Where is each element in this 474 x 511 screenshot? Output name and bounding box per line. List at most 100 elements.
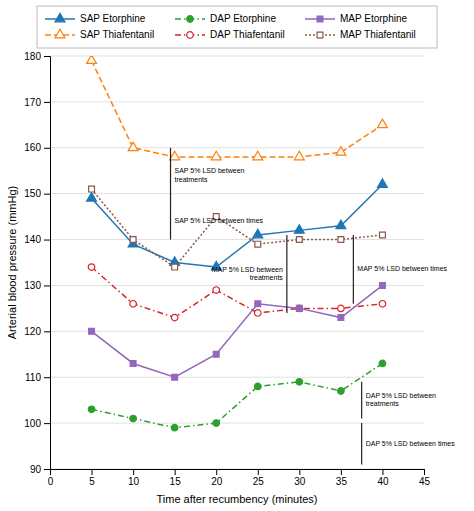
y-tick-label: 110: [25, 372, 41, 383]
data-marks: [87, 56, 388, 464]
x-tick-label: 20: [211, 476, 223, 487]
x-tick: 10: [128, 469, 140, 487]
y-tick-label: 90: [30, 464, 42, 475]
plot-area: 0 5 10 15 20 25 30 35 40 45 90 100 110 120 130 140 150 16…: [24, 51, 455, 487]
legend-swatch-marker: [187, 16, 194, 23]
x-tick-label: 5: [89, 476, 95, 487]
series-marker: [255, 241, 261, 247]
series-marker: [211, 151, 221, 160]
series-marker: [294, 151, 304, 160]
y-tick-label: 130: [24, 280, 41, 291]
y-tick-label: 150: [24, 188, 41, 199]
series-marker: [338, 237, 344, 243]
x-tick-label: 30: [294, 476, 306, 487]
y-grid-line: [50, 239, 424, 240]
y-grid-line: [50, 377, 424, 378]
x-tick-mark: [424, 469, 425, 475]
y-tick-mark: [44, 102, 50, 103]
x-tick: 45: [419, 469, 431, 487]
annotation-text: DAP 5% LSD betweentreatments: [366, 392, 436, 408]
legend-swatch-marker: [187, 32, 194, 39]
series-marker: [128, 142, 138, 151]
legend-label: MAP Thiafentanil: [340, 29, 416, 40]
annotation-line: MAP 5% LSD between times: [357, 265, 447, 272]
y-tick-label: 120: [24, 326, 41, 337]
y-tick: 180: [24, 51, 50, 62]
y-tick-label: 160: [24, 142, 41, 153]
annotation-text: SAP 5% LSD between times: [175, 217, 264, 224]
y-tick: 150: [24, 188, 50, 199]
x-tick-mark: [299, 469, 300, 475]
legend-label: SAP Etorphine: [80, 13, 146, 24]
series-marker: [130, 301, 137, 308]
y-axis-title: Arterial blood pressure (mmHg): [6, 186, 18, 339]
series-marker: [171, 424, 178, 431]
series-marker: [89, 186, 95, 192]
series-marker: [379, 301, 386, 308]
x-tick-label: 40: [377, 476, 389, 487]
annotation-line: treatments: [366, 400, 400, 407]
series-marker: [254, 383, 261, 390]
chart: 0 5 10 15 20 25 30 35 40 45 90 100 110 120 130 140 150 16…: [0, 0, 474, 511]
series-marker: [89, 328, 95, 334]
annotation-text: MAP 5% LSD betweentreatments: [212, 266, 284, 282]
y-tick-mark: [44, 331, 50, 332]
x-tick: 25: [253, 469, 265, 487]
series-marker: [296, 305, 302, 311]
y-grid-line: [50, 56, 424, 57]
lsd-bar: [170, 203, 171, 240]
x-tick-label: 15: [170, 476, 182, 487]
annotation-text: DAP 5% LSD between times: [366, 440, 455, 447]
y-tick-mark: [44, 194, 50, 195]
lsd-bar: [286, 235, 287, 313]
y-grid-line: [50, 285, 424, 286]
series-marker: [213, 420, 220, 427]
x-axis-line: [51, 470, 425, 476]
legend-swatch-marker: [317, 32, 323, 38]
y-grid-line: [50, 193, 424, 194]
y-grid-line: [50, 423, 424, 424]
x-tick: 35: [336, 469, 348, 487]
x-tick: 20: [211, 469, 223, 487]
series-marker: [87, 193, 97, 202]
series-marker: [338, 388, 345, 395]
series-marker: [296, 237, 302, 243]
x-tick: 40: [377, 469, 389, 487]
series-line: [92, 184, 383, 267]
lsd-bar: [170, 148, 171, 203]
y-tick: 140: [24, 234, 50, 245]
series-line: [92, 61, 383, 157]
x-tick: 30: [294, 469, 306, 487]
series-marker: [130, 361, 136, 367]
series-line: [92, 363, 383, 427]
x-tick-mark: [341, 469, 342, 475]
series-marker: [213, 287, 220, 294]
y-tick-mark: [44, 285, 50, 286]
series-marker: [378, 119, 388, 128]
series-marker: [296, 379, 303, 386]
annotation-line: DAP 5% LSD between times: [366, 440, 455, 447]
legend-label: SAP Thiafentanil: [80, 29, 154, 40]
y-tick-label: 100: [24, 418, 41, 429]
series-marker: [172, 264, 178, 270]
x-tick-label: 35: [336, 476, 348, 487]
y-tick-mark: [44, 148, 50, 149]
grid: [50, 56, 424, 469]
series-marker: [130, 237, 136, 243]
x-tick-label: 0: [48, 476, 54, 487]
x-tick: 5: [89, 469, 95, 487]
series-marker: [296, 305, 303, 312]
y-tick: 120: [24, 326, 50, 337]
series-marker: [294, 225, 304, 234]
y-tick-mark: [44, 423, 50, 424]
y-tick-label: 170: [24, 97, 41, 108]
annotation-line: SAP 5% LSD between: [175, 167, 245, 174]
lsd-bar: [361, 382, 362, 419]
x-tick: 0: [48, 469, 54, 487]
legend-swatch-marker: [55, 29, 65, 38]
y-tick: 160: [24, 142, 50, 153]
x-tick-mark: [92, 469, 93, 475]
series-marker: [88, 264, 95, 271]
series-marker: [254, 310, 261, 317]
lsd-bar: [361, 423, 362, 464]
